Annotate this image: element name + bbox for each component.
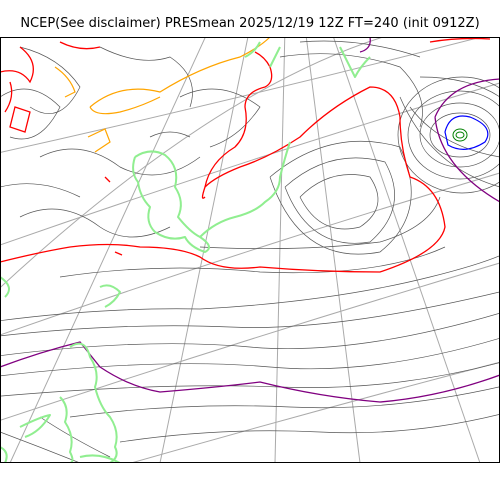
chart-title: NCEP(See disclaimer) PRESmean 2025/12/19… (20, 16, 480, 31)
coastline (0, 41, 371, 463)
map-border (0, 37, 500, 463)
purple-contour (0, 37, 500, 403)
isobars (0, 40, 500, 463)
pressure-map (0, 37, 500, 463)
graticule (0, 37, 500, 463)
blue-contour (444, 115, 489, 150)
green-contour (452, 128, 468, 142)
red-contour (0, 37, 491, 273)
